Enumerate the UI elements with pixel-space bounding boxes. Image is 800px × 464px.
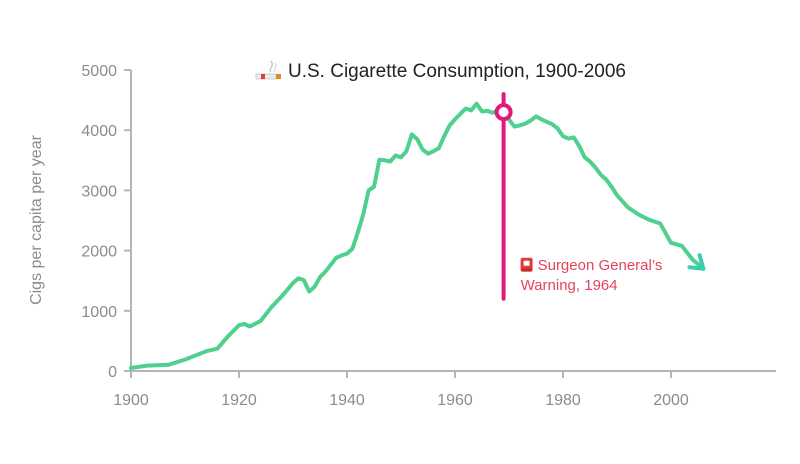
y-tick-label: 3000 <box>81 183 117 200</box>
chart-title-group: U.S. Cigarette Consumption, 1900-2006 <box>255 60 626 82</box>
annotation-marker <box>494 103 513 122</box>
x-tick-label: 1960 <box>437 392 473 409</box>
y-tick-label: 5000 <box>81 63 117 80</box>
series-arrow-icon <box>687 253 706 271</box>
chart-title: U.S. Cigarette Consumption, 1900-2006 <box>288 61 626 82</box>
annotation-group: Surgeon General’s Warning, 1964 <box>494 92 663 301</box>
series-line <box>129 101 706 370</box>
annotation-label-line: Surgeon General’s <box>538 257 663 274</box>
y-axis-title: Cigs per capita per year <box>28 134 45 305</box>
warning-icon <box>520 257 533 272</box>
x-tick-label: 1900 <box>113 392 149 409</box>
annotation-label-line: Warning, 1964 <box>521 277 618 294</box>
x-tick-label: 1980 <box>545 392 581 409</box>
series-group <box>129 101 706 370</box>
y-tick-label: 1000 <box>81 304 117 321</box>
cigarette-icon <box>255 60 281 80</box>
x-tick-label: 2000 <box>653 392 689 409</box>
x-tick-label: 1920 <box>221 392 257 409</box>
y-tick-label: 0 <box>108 364 117 381</box>
x-ticks: 1900 1920 1940 1960 1980 2000 <box>113 371 689 409</box>
y-tick-label: 4000 <box>81 123 117 140</box>
y-ticks: 0 1000 2000 3000 4000 5000 <box>81 63 131 381</box>
y-tick-label: 2000 <box>81 244 117 261</box>
x-tick-label: 1940 <box>329 392 365 409</box>
